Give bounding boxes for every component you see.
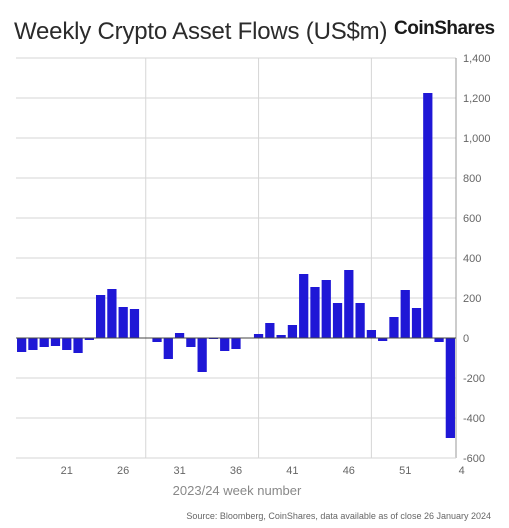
bar <box>332 303 343 338</box>
bar <box>174 333 185 338</box>
y-tick-label: 400 <box>463 253 481 265</box>
x-tick-label: 4 <box>459 465 465 477</box>
x-tick-label: 21 <box>61 465 73 477</box>
bar <box>310 287 320 338</box>
bar <box>28 338 38 350</box>
axes: -600 -400 -200 0 200 400 600 800 1,000 1,200 1,400… <box>16 53 491 477</box>
bar <box>378 338 388 341</box>
x-tick-label: 26 <box>117 465 129 477</box>
bar <box>152 338 162 342</box>
bar <box>253 334 264 338</box>
bar <box>445 338 455 438</box>
bar <box>344 270 354 338</box>
x-tick-label: 46 <box>343 465 355 477</box>
y-tick-label: 1,200 <box>463 93 491 105</box>
coinshares-logo: CoinShares <box>394 18 495 39</box>
x-tick-label: 41 <box>286 465 298 477</box>
y-tick-label: -600 <box>463 453 485 465</box>
bar <box>355 303 365 338</box>
bar <box>434 338 444 342</box>
bar <box>73 338 83 353</box>
bar <box>84 338 94 340</box>
bar <box>321 280 331 338</box>
x-tick-label: 31 <box>173 465 185 477</box>
y-tick-label: 600 <box>463 213 481 225</box>
bar <box>423 93 433 338</box>
bar <box>299 274 309 338</box>
bar <box>17 338 27 352</box>
bars <box>17 93 455 438</box>
y-tick-label: 200 <box>463 293 481 305</box>
bar <box>107 289 117 338</box>
y-tick-label: 0 <box>463 333 469 345</box>
bar <box>118 307 128 338</box>
bar <box>287 325 298 338</box>
bar <box>366 330 377 338</box>
bar <box>389 317 399 338</box>
source-note: Source: Bloomberg, CoinShares, data avai… <box>186 511 491 521</box>
bar <box>39 338 49 347</box>
y-tick-label: 800 <box>463 173 481 185</box>
x-tick-label: 51 <box>399 465 411 477</box>
bar <box>276 335 286 338</box>
bar <box>95 295 106 338</box>
gridlines <box>16 57 456 459</box>
bar <box>197 338 207 372</box>
bar <box>265 323 275 338</box>
bar <box>411 308 422 338</box>
bar <box>62 338 72 350</box>
y-tick-label: -400 <box>463 413 485 425</box>
bar <box>163 338 173 359</box>
y-tick-label: 1,400 <box>463 53 491 65</box>
x-tick-label: 36 <box>230 465 242 477</box>
bar <box>129 309 140 338</box>
x-axis-title: 2023/24 week number <box>173 483 302 498</box>
bar <box>400 290 410 338</box>
chart-title: Weekly Crypto Asset Flows (US$m) <box>14 18 388 45</box>
bar <box>220 338 230 351</box>
y-tick-label: -200 <box>463 373 485 385</box>
y-tick-label: 1,000 <box>463 133 491 145</box>
bar <box>231 338 241 349</box>
bar <box>186 338 196 347</box>
bar <box>50 338 61 346</box>
